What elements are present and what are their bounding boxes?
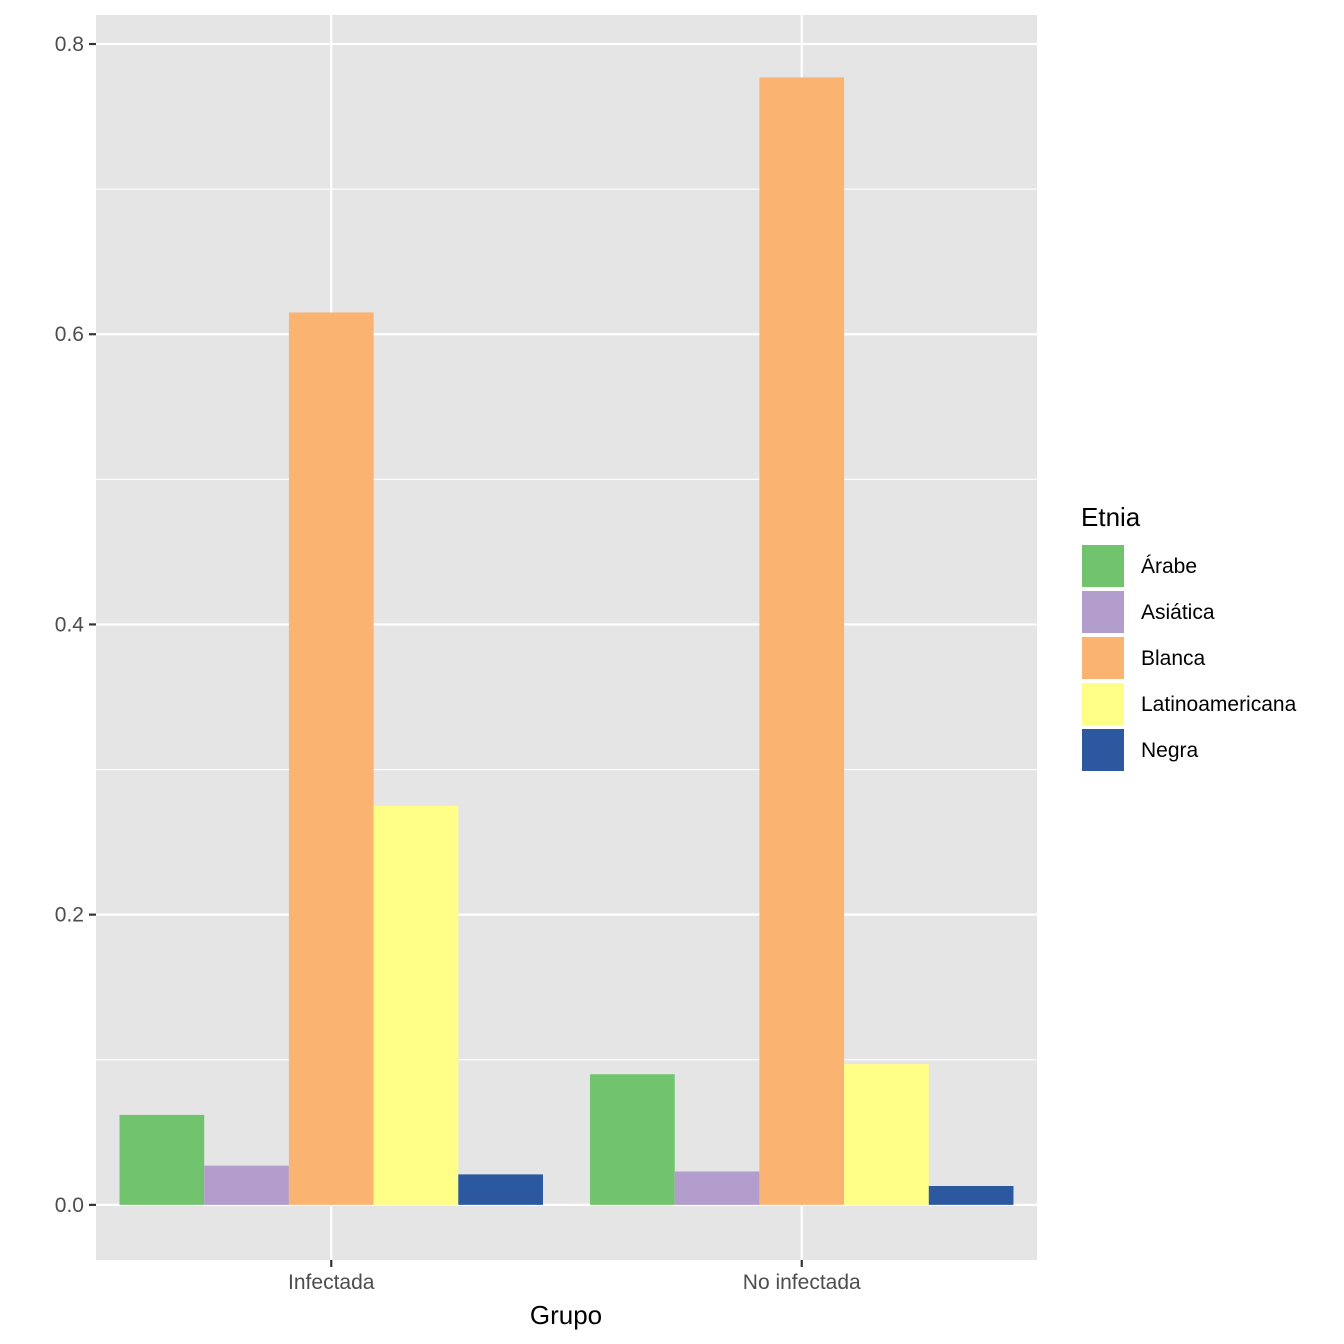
legend: Etnia Árabe Asiática Blanca Latinoamericana… (1080, 502, 1297, 773)
y-axis: 0.0 0.2 0.4 0.6 0.8 (55, 33, 96, 1217)
legend-label: Blanca (1141, 647, 1206, 670)
y-tick-label: 0.6 (55, 323, 84, 346)
x-tick-label: No infectada (743, 1271, 861, 1294)
legend-title: Etnia (1081, 502, 1141, 532)
bars (119, 77, 1014, 1205)
bar (288, 312, 374, 1205)
legend-key (1080, 543, 1126, 589)
bar (674, 1171, 760, 1205)
x-axis: Infectada No infectada (288, 1260, 861, 1294)
bar (928, 1185, 1014, 1205)
legend-label: Árabe (1141, 555, 1197, 578)
bar (204, 1165, 289, 1205)
y-tick-label: 0.2 (55, 904, 84, 927)
legend-key (1080, 681, 1126, 727)
legend-label: Negra (1141, 739, 1199, 762)
legend-key (1080, 727, 1126, 773)
bar (373, 805, 459, 1205)
legend-label: Asiática (1141, 601, 1215, 624)
y-tick-label: 0.8 (55, 33, 84, 56)
x-tick-label: Infectada (288, 1271, 375, 1294)
bar (119, 1114, 205, 1205)
bar (590, 1074, 675, 1205)
legend-label: Latinoamericana (1141, 693, 1297, 716)
plot-panel (96, 15, 1037, 1260)
legend-key (1080, 589, 1126, 635)
bar (844, 1064, 929, 1205)
legend-key (1080, 635, 1126, 681)
y-tick-label: 0.4 (55, 613, 85, 636)
x-axis-title: Grupo (530, 1300, 602, 1330)
bar (458, 1174, 543, 1205)
y-tick-label: 0.0 (55, 1194, 84, 1217)
minor-gridlines (96, 188, 1037, 1061)
bar (759, 77, 845, 1205)
